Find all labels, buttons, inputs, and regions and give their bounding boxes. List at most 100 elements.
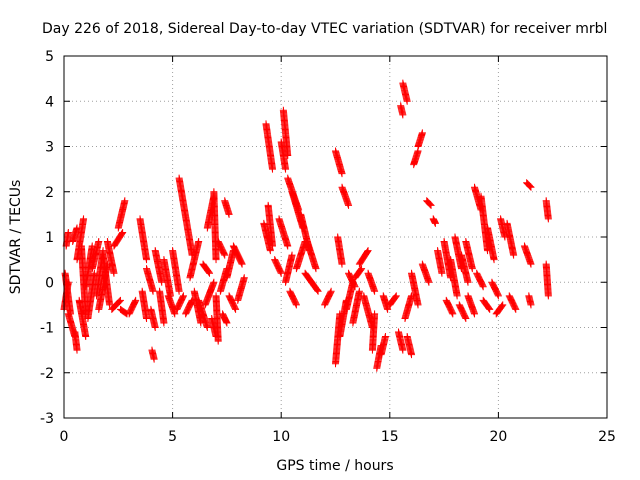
- data-point: [527, 183, 535, 191]
- x-tick-label: 10: [272, 429, 290, 445]
- data-point: [526, 182, 534, 190]
- data-point: [121, 197, 129, 205]
- data-point: [498, 302, 506, 310]
- data-point: [449, 310, 457, 318]
- data-point: [312, 265, 320, 273]
- data-point: [118, 229, 126, 237]
- x-tick-label: 20: [489, 429, 507, 445]
- y-tick-label: 3: [45, 140, 54, 156]
- y-tick-labels: -3 -2 -1 0 1 2 3 4 5: [40, 49, 54, 427]
- data-point: [486, 305, 494, 313]
- data-point: [266, 247, 274, 255]
- data-point: [110, 269, 118, 277]
- data-point: [511, 304, 519, 312]
- data-point: [462, 314, 470, 322]
- data-point: [277, 269, 285, 277]
- data-point: [358, 265, 366, 273]
- data-point: [425, 278, 433, 286]
- y-tick-label: -3: [40, 411, 54, 427]
- y-tick-label: 2: [45, 185, 54, 201]
- data-point: [277, 268, 285, 276]
- data-point: [485, 304, 493, 312]
- data-point: [327, 288, 335, 296]
- data-point: [357, 266, 365, 274]
- data-point: [512, 305, 520, 313]
- x-tick-label: 25: [598, 429, 616, 445]
- data-point: [426, 201, 434, 209]
- data-point: [269, 165, 277, 173]
- data-point: [160, 319, 168, 327]
- data-point: [82, 333, 90, 341]
- data-point: [426, 200, 434, 208]
- data-point: [471, 310, 479, 318]
- data-point: [364, 247, 372, 255]
- data-point: [327, 287, 335, 295]
- data-point: [95, 238, 103, 246]
- data-point: [106, 301, 114, 309]
- data-point: [284, 242, 292, 250]
- data-point: [143, 256, 151, 264]
- data-point: [497, 303, 505, 311]
- y-tick-label: -2: [40, 366, 54, 382]
- data-point: [479, 282, 487, 290]
- data-point: [392, 293, 400, 301]
- data-point: [238, 260, 246, 268]
- data-point: [356, 266, 364, 274]
- data-point: [544, 215, 552, 223]
- data-point: [223, 319, 231, 327]
- data-point: [225, 210, 233, 218]
- data-point: [313, 285, 321, 293]
- data-point: [494, 291, 502, 299]
- data-point: [240, 274, 248, 282]
- data-point: [210, 278, 218, 286]
- data-point: [205, 268, 213, 276]
- data-point: [468, 265, 476, 273]
- data-point: [431, 219, 439, 227]
- y-tick-label: 4: [45, 94, 54, 110]
- data-point: [171, 310, 179, 318]
- chart-title: Day 226 of 2018, Sidereal Day-to-day VTE…: [42, 21, 607, 37]
- data-point: [408, 351, 416, 359]
- data-point: [371, 287, 379, 295]
- data-point: [231, 304, 239, 312]
- data-point: [338, 260, 346, 268]
- data-point: [438, 269, 446, 277]
- data-point: [143, 314, 151, 322]
- data-point: [453, 292, 461, 300]
- x-tick-label: 0: [60, 429, 69, 445]
- data-point: [150, 355, 158, 363]
- data-point: [116, 296, 124, 304]
- data-point: [391, 294, 399, 302]
- y-tick-label: 1: [45, 230, 54, 246]
- data-point: [204, 267, 212, 275]
- data-point: [220, 250, 228, 258]
- data-point: [527, 301, 535, 309]
- data-point: [414, 301, 422, 309]
- data-point: [73, 346, 81, 354]
- data-point: [527, 260, 535, 268]
- data-point: [494, 292, 502, 300]
- data-point: [158, 278, 166, 286]
- data-points: [60, 79, 552, 372]
- data-point: [399, 346, 407, 354]
- data-point: [175, 287, 183, 295]
- data-point: [132, 296, 140, 304]
- data-point: [221, 251, 229, 259]
- data-point: [351, 283, 359, 291]
- data-point: [116, 297, 124, 305]
- data-point: [288, 251, 296, 259]
- data-point: [510, 251, 518, 259]
- data-point: [119, 228, 127, 236]
- data-point: [381, 333, 389, 341]
- data-point: [399, 111, 407, 119]
- data-point: [484, 304, 492, 312]
- data-point: [80, 215, 88, 223]
- data-point: [151, 324, 159, 331]
- y-tick-label: 5: [45, 49, 54, 65]
- data-point: [212, 256, 220, 264]
- data-point: [371, 310, 379, 318]
- data-point: [479, 283, 487, 291]
- data-point: [206, 269, 214, 277]
